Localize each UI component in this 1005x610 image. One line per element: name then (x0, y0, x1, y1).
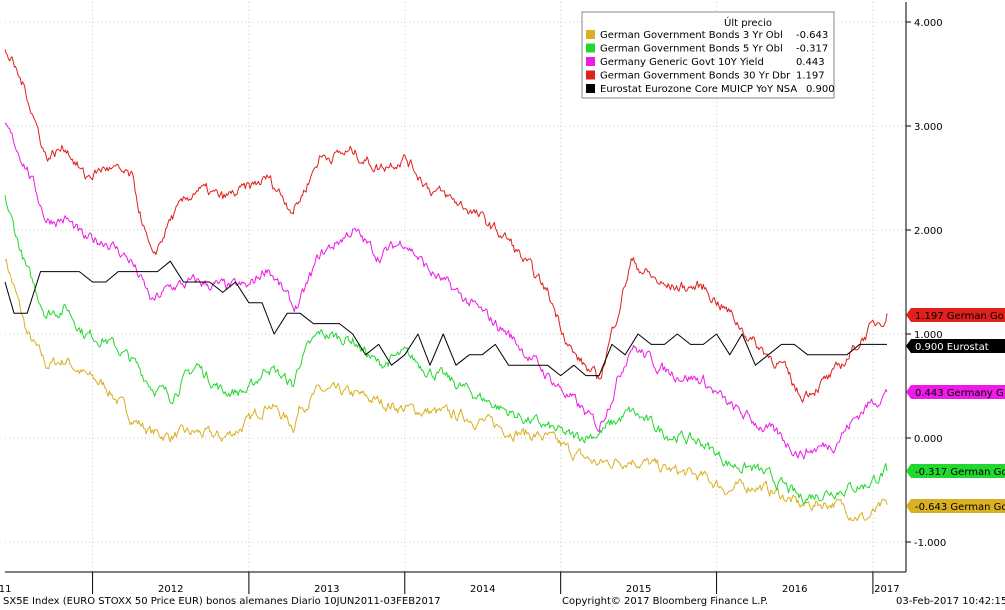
footer-copyright: Copyright© 2017 Bloomberg Finance L.P. (562, 596, 769, 607)
legend-swatch (586, 30, 595, 39)
legend-entry: German Government Bonds 30 Yr Dbr 1.197 (586, 70, 825, 82)
y-tick-label: -1.000 (914, 538, 946, 549)
x-tick-label: 2015 (626, 584, 651, 595)
footer-source: SX5E Index (EURO STOXX 50 Price EUR) bon… (3, 596, 441, 607)
last-value-tag: -0.643 German Go (906, 499, 1005, 513)
legend-series-value: -0.643 (796, 30, 828, 41)
legend-series-name: Eurostat Eurozone Core MUICP YoY NSA (600, 84, 797, 95)
legend-series-name: German Government Bonds 5 Yr Obl (600, 44, 783, 55)
legend-swatch (586, 84, 595, 93)
legend-series-name: German Government Bonds 3 Yr Obl (600, 30, 783, 41)
series-line (4, 258, 888, 522)
legend-series-value: 1.197 (796, 71, 825, 82)
x-tick-label: 2014 (470, 584, 495, 595)
legend-box (581, 11, 835, 99)
legend-swatch (586, 43, 595, 53)
series-lines (4, 49, 888, 522)
last-value-tag: 0.443 Germany G (906, 385, 1005, 399)
legend-series-value: 0.900 (806, 84, 835, 95)
legend-swatch (586, 57, 595, 66)
tag-label: -0.317 German Go (915, 467, 1005, 478)
y-axis: 4.000 3.000 2.000 1.000 0.000 -1.000 (905, 2, 946, 572)
x-tick-label: 2012 (158, 584, 183, 595)
tag-shape (906, 464, 1005, 478)
tag-label: 0.443 Germany G (915, 388, 1004, 399)
legend-entry: German Government Bonds 5 Yr Obl -0.317 (586, 43, 828, 55)
grid-lines (5, 2, 906, 572)
legend-series-value: -0.317 (796, 44, 828, 55)
tag-shape (906, 339, 1005, 353)
legend-series-name: German Government Bonds 30 Yr Dbr (600, 71, 791, 82)
y-tick-label: 4.000 (914, 18, 943, 29)
last-value-tags: 1.197 German Go 0.900 Eurostat 0.443 Germa… (906, 308, 1005, 513)
y-tick-label: 1.000 (914, 330, 943, 341)
series-line (4, 49, 888, 403)
last-value-tag: 1.197 German Go (906, 308, 1005, 322)
x-tick-label: 2017 (874, 584, 899, 595)
legend-entry: German Government Bonds 3 Yr Obl -0.643 (586, 30, 828, 41)
footer-timestamp: 03-Feb-2017 10:42:15 (896, 596, 1005, 607)
legend-swatch (586, 70, 595, 80)
series-line (4, 122, 888, 460)
tag-shape (906, 385, 1005, 399)
last-value-tag: -0.317 German Go (906, 464, 1005, 478)
legend-series-value: 0.443 (796, 57, 825, 68)
y-tick-label: 2.000 (914, 226, 943, 237)
y-tick-label: 3.000 (914, 122, 943, 133)
tag-shape (906, 308, 1005, 322)
bond-yield-chart: 4.000 3.000 2.000 1.000 0.000 -1.000 2011 2012… (0, 0, 1005, 596)
tag-label: -0.643 German Go (915, 502, 1005, 513)
legend-entry: Germany Generic Govt 10Y Yield 0.443 (586, 57, 825, 68)
last-value-tag: 0.900 Eurostat (906, 339, 1005, 353)
tag-label: 0.900 Eurostat (915, 342, 989, 353)
legend-entry: Eurostat Eurozone Core MUICP YoY NSA 0.90… (586, 84, 835, 95)
series-line (4, 260, 887, 377)
tag-label: 1.197 German Go (915, 311, 1004, 322)
x-tick-label: 2013 (314, 584, 339, 595)
legend-series-name: Germany Generic Govt 10Y Yield (600, 57, 764, 68)
chart-background (0, 0, 1005, 596)
legend-title: Últ precio (724, 16, 772, 29)
x-axis: 2011 2012 2013 2014 2015 2016 2017 (0, 571, 906, 595)
x-tick-label: 2016 (782, 584, 807, 595)
x-tick-label: 2011 (0, 584, 12, 595)
series-line (4, 195, 888, 505)
y-tick-label: 0.000 (914, 434, 943, 445)
tag-shape (906, 499, 1005, 513)
